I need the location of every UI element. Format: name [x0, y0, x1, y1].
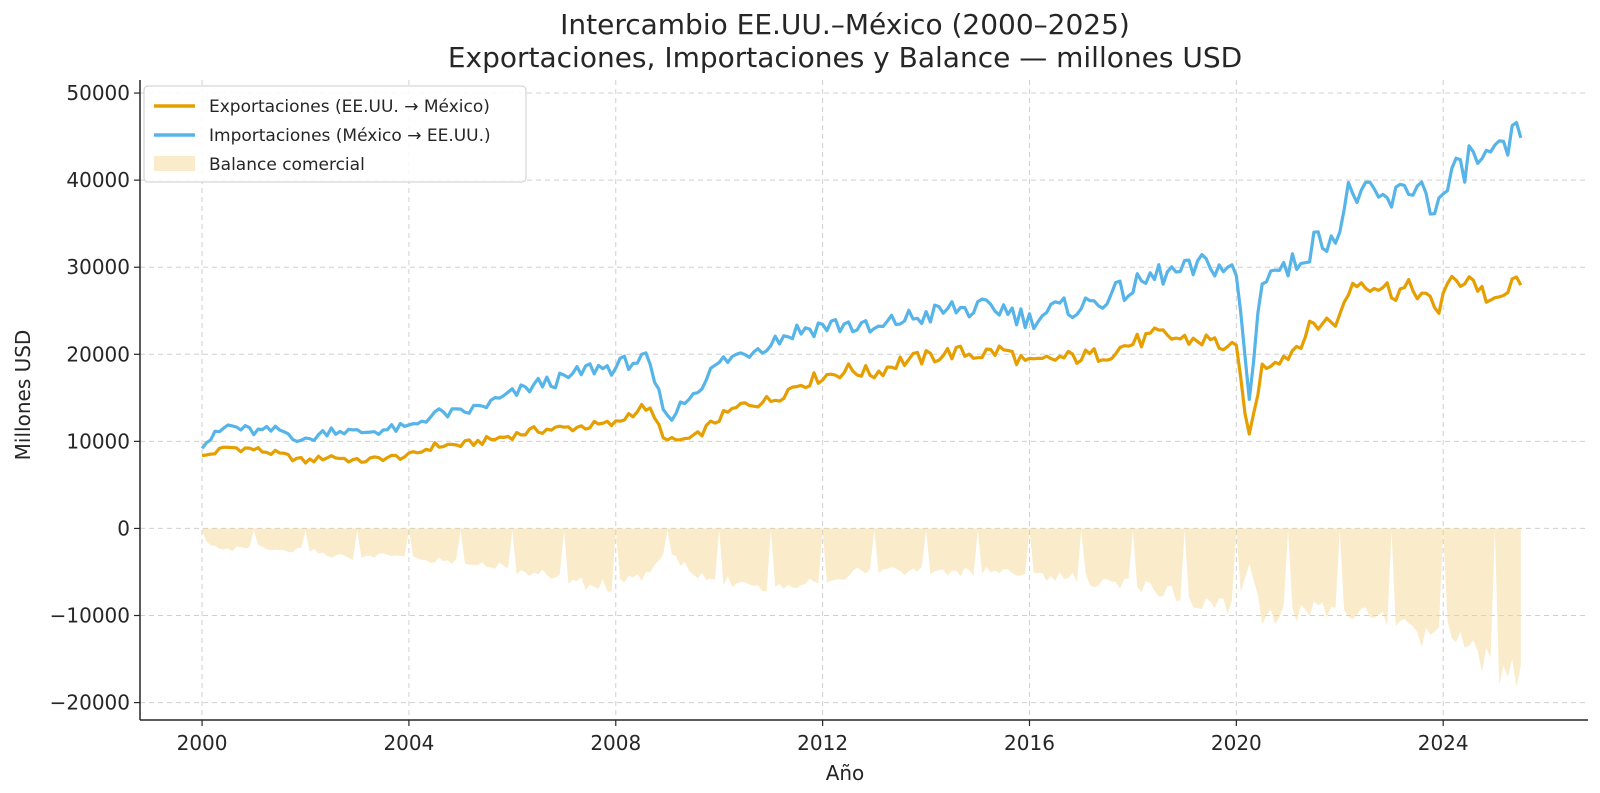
grid-layer: [140, 80, 1588, 720]
tick-labels-layer: 2000 2004 2008 2012 2016 2020 2024 −20000 −10000…: [50, 81, 1469, 755]
series-line-importaciones: [200, 120, 1523, 450]
x-tick-label-2016: 2016: [1004, 731, 1055, 755]
y-tick-label--20000: −20000: [50, 691, 130, 715]
y-tick-label--10000: −10000: [50, 604, 130, 628]
balance-area-layer: [202, 528, 1521, 688]
chart-title-line1: Intercambio EE.UU.–México (2000–2025): [560, 8, 1130, 41]
legend-swatch-balance: [154, 156, 195, 171]
y-axis-label: Millones USD: [11, 330, 35, 461]
x-axis-label: Año: [826, 761, 865, 785]
legend-box: [143, 85, 527, 183]
series-line-exportaciones: [201, 274, 1523, 465]
y-tick-label-20000: 20000: [66, 342, 130, 366]
x-tick-label-2000: 2000: [177, 731, 228, 755]
series-line-layer: [200, 120, 1523, 465]
axes-layer: [139, 80, 1588, 721]
x-tick-label-2004: 2004: [383, 731, 434, 755]
x-tick-label-2012: 2012: [797, 731, 848, 755]
y-tick-label-10000: 10000: [66, 429, 130, 453]
legend: Exportaciones (EE.UU. → México) Importac…: [143, 85, 527, 183]
legend-label-importaciones: Importaciones (México → EE.UU.): [209, 126, 491, 146]
x-tick-label-2008: 2008: [590, 731, 641, 755]
y-tick-label-40000: 40000: [66, 168, 130, 192]
legend-label-balance: Balance comercial: [209, 155, 365, 175]
y-tick-label-30000: 30000: [66, 255, 130, 279]
y-tick-label-0: 0: [117, 516, 130, 540]
y-tick-label-50000: 50000: [66, 81, 130, 105]
balance-area: [202, 528, 1521, 688]
chart-title-line2: Exportaciones, Importaciones y Balance —…: [448, 41, 1242, 74]
x-tick-label-2024: 2024: [1418, 731, 1469, 755]
x-tick-label-2020: 2020: [1211, 731, 1262, 755]
legend-label-exportaciones: Exportaciones (EE.UU. → México): [209, 97, 490, 117]
